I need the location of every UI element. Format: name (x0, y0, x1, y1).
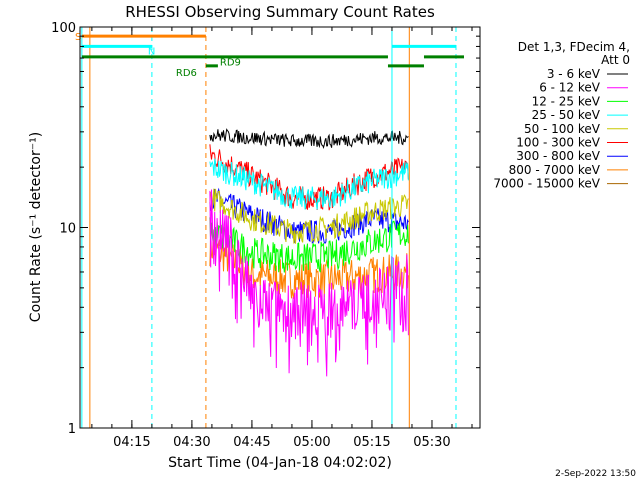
legend-header-line2: Att 0 (601, 53, 630, 67)
legend-label: 3 - 6 keV (547, 67, 601, 81)
x-axis-ticks: 04:15 04:30 04:45 05:00 05:15 05:30 (91, 27, 473, 450)
plot-series-group (209, 128, 409, 377)
vertical-markers (81, 27, 457, 428)
y-axis-ticks: 1 10 100 (51, 21, 480, 437)
series-line-50-100-kev (209, 188, 409, 244)
legend-label: 7000 - 15000 keV (493, 177, 600, 191)
legend-label: 25 - 50 keV (532, 108, 601, 122)
legend-label: 6 - 12 keV (539, 81, 601, 95)
legend-label: 100 - 300 keV (516, 136, 600, 150)
series-line-3-6-kev (209, 128, 409, 149)
x-tick-label: 04:45 (233, 435, 270, 450)
x-tick-label: 04:15 (113, 435, 150, 450)
legend-label: 300 - 800 keV (516, 149, 600, 163)
series-line-800-7000-kev (209, 230, 409, 299)
series-line-12-25-kev (209, 217, 409, 273)
y-tick-label: 1 (68, 422, 76, 437)
x-tick-label: 05:30 (413, 435, 450, 450)
y-tick-label: 10 (59, 222, 76, 237)
chart-title: RHESSI Observing Summary Count Rates (125, 3, 435, 21)
x-axis-label: Start Time (04-Jan-18 04:02:02) (168, 455, 392, 471)
flag-bars: S N RD9 RD6 (75, 32, 464, 79)
x-tick-label: 04:30 (173, 435, 210, 450)
flag-label-rd9: RD9 (220, 57, 241, 68)
y-axis-label: Count Rate (s⁻¹ detector⁻¹) (28, 132, 44, 322)
y-tick-label: 100 (51, 21, 76, 36)
legend-label: 12 - 25 keV (532, 94, 601, 108)
series-line-6-12-kev (209, 189, 409, 377)
legend-label: 800 - 7000 keV (509, 163, 601, 177)
flag-label-rd6: RD6 (176, 68, 197, 79)
flag-label-n: N (148, 47, 155, 58)
x-tick-label: 05:15 (353, 435, 390, 450)
legend-header-line1: Det 1,3, FDecim 4, (518, 40, 630, 54)
footer-timestamp: 2-Sep-2022 13:50 (555, 469, 636, 479)
plot-frame (79, 26, 481, 429)
x-tick-label: 05:00 (293, 435, 330, 450)
legend-label: 50 - 100 keV (524, 122, 601, 136)
series-line-25-50-kev (209, 158, 409, 210)
flag-label-s: S (75, 32, 81, 43)
